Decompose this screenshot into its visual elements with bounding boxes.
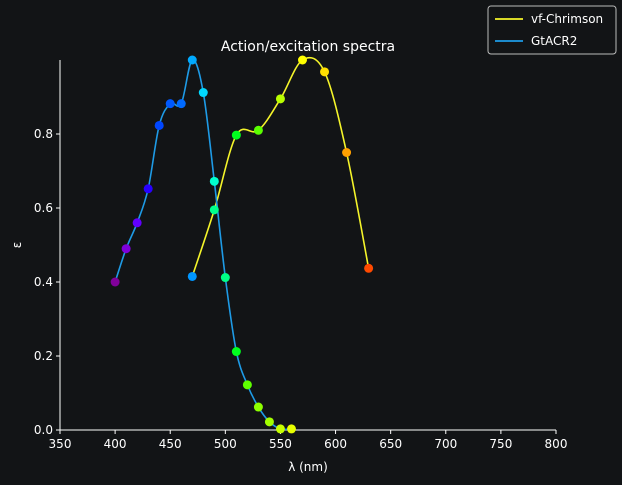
data-point-gtacr2	[275, 424, 285, 434]
data-point-gtacr2	[187, 55, 197, 65]
data-point-vf-chrimson	[320, 67, 330, 77]
data-point-vf-chrimson	[209, 205, 219, 215]
x-tick-label: 500	[214, 437, 237, 451]
series-lines	[114, 56, 370, 431]
x-axis-label: λ (nm)	[288, 460, 328, 474]
data-point-vf-chrimson	[364, 263, 374, 273]
data-point-gtacr2	[209, 176, 219, 186]
series-line-vf-chrimson	[191, 56, 370, 277]
data-point-gtacr2	[231, 347, 241, 357]
x-tick-label: 650	[379, 437, 402, 451]
y-tick-label: 0.4	[34, 275, 53, 289]
data-point-gtacr2	[132, 218, 142, 228]
chart-title: Action/excitation spectra	[221, 39, 395, 55]
x-tick-label: 750	[489, 437, 512, 451]
axes	[59, 60, 556, 431]
ticks: 350 400 450 500 550 600 650 700 750 800 0.0 0.2 0.4 0…	[34, 127, 568, 451]
data-point-gtacr2	[110, 277, 120, 287]
x-tick-label: 800	[545, 437, 568, 451]
x-tick-label: 350	[49, 437, 72, 451]
data-point-vf-chrimson	[342, 148, 352, 157]
data-point-vf-chrimson	[187, 271, 197, 281]
legend: vf-Chrimson GtACR2	[487, 5, 617, 55]
data-point-gtacr2	[143, 184, 153, 194]
data-point-vf-chrimson	[275, 94, 285, 104]
data-point-gtacr2	[286, 424, 296, 434]
series-markers	[110, 55, 374, 434]
legend-label-gtacr2: GtACR2	[531, 34, 577, 48]
data-point-gtacr2	[198, 88, 208, 98]
y-tick-label: 0.0	[34, 423, 53, 437]
y-tick-label: 0.8	[34, 127, 53, 141]
x-tick-label: 600	[324, 437, 347, 451]
x-tick-label: 450	[159, 437, 182, 451]
data-point-vf-chrimson	[253, 125, 263, 135]
legend-label-vf-chrimson: vf-Chrimson	[531, 12, 603, 26]
data-point-gtacr2	[121, 244, 131, 254]
data-point-gtacr2	[165, 99, 175, 109]
data-point-vf-chrimson	[231, 130, 241, 140]
data-point-gtacr2	[176, 99, 186, 109]
data-point-vf-chrimson	[297, 55, 307, 65]
x-tick-label: 550	[269, 437, 292, 451]
data-point-gtacr2	[242, 380, 252, 390]
data-point-gtacr2	[154, 120, 164, 130]
data-point-gtacr2	[220, 273, 230, 283]
y-tick-label: 0.6	[34, 201, 53, 215]
y-axis-label: ε	[10, 242, 24, 249]
y-tick-label: 0.2	[34, 349, 53, 363]
x-tick-label: 400	[104, 437, 127, 451]
x-tick-label: 700	[434, 437, 457, 451]
legend-box	[487, 5, 617, 55]
data-point-gtacr2	[253, 402, 263, 412]
data-point-gtacr2	[264, 417, 274, 427]
